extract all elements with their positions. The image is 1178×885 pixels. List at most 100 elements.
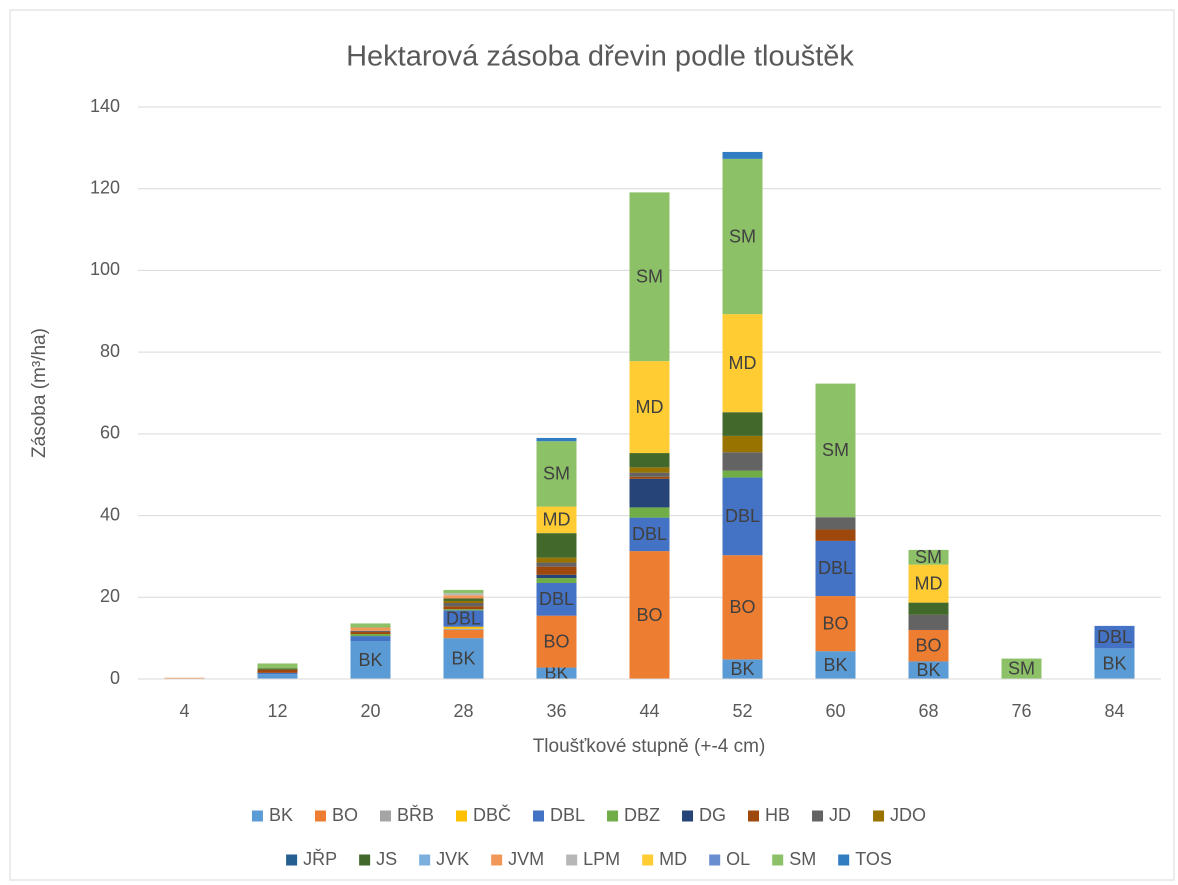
bar-segment [722,151,763,159]
data-label: MD [729,353,757,373]
bar-segment [350,636,391,642]
y-tick-label: 120 [90,177,120,197]
legend-label: BO [332,805,358,825]
x-axis-label: Tloušťkové stupně (+-4 cm) [533,736,766,757]
bar-segment [722,477,763,556]
x-tick-label: 28 [453,701,473,721]
x-tick-label: 84 [1104,701,1124,721]
legend-swatch [709,854,721,866]
bar-segment [536,578,577,583]
legend-swatch [812,810,824,822]
legend-swatch [748,810,760,822]
bar-segment [257,668,298,670]
legend-swatch [642,854,654,866]
bar-segment [350,634,391,637]
x-tick-label: 68 [918,701,938,721]
bar-segment [164,677,205,679]
bar-segment [629,478,670,508]
legend-swatch [251,810,263,822]
legend-swatch [838,854,850,866]
data-label: BO [543,631,569,651]
data-label: BK [1102,653,1126,673]
bar-segment [629,453,670,468]
data-label: BK [544,663,568,683]
data-label: DBL [725,506,760,526]
data-label: DBL [446,608,481,628]
data-label: DBL [539,589,574,609]
legend-label: BŘB [397,805,434,825]
data-label: DBL [818,558,853,578]
bar-segment [722,435,763,453]
data-label: BO [915,635,941,655]
y-tick-label: 20 [100,586,120,606]
data-label: SM [822,440,849,460]
chart-frame [9,9,1175,881]
bar-segment [629,467,670,473]
x-tick-label: 76 [1011,701,1031,721]
bar-segment [443,606,484,610]
legend-swatch [873,810,885,822]
data-label: MD [915,573,943,593]
data-label: SM [636,267,663,287]
legend-swatch [607,810,619,822]
legend-swatch [379,810,391,822]
bar-segment [257,663,298,669]
bar-segment [536,615,577,668]
data-label: SM [1008,659,1035,679]
bar-segment [815,540,856,597]
legend-swatch [456,810,467,822]
bar-segment [629,472,670,477]
bar-segment [815,651,856,679]
bar-segment [443,629,484,639]
bar-segment [257,672,298,675]
bar-segment [350,623,391,628]
legend-label: DG [699,805,726,825]
bar-segment [629,507,670,518]
legend-swatch [682,810,694,822]
legend-label: JS [376,849,397,869]
data-label: MD [636,397,664,417]
bar-segment [443,598,484,601]
legend-swatch [286,854,298,866]
bar-segment [908,629,949,662]
bar-segment [629,551,670,679]
legend-label: JDO [890,805,926,825]
bar-segment [350,641,391,679]
legend-label: DBZ [624,805,660,825]
bar-segment [536,566,577,575]
bar-segment [722,158,763,315]
bar-segment [536,557,577,563]
bar-segment [908,661,949,679]
bar-segment [257,674,298,679]
bar-segment [722,659,763,679]
bar-segment [536,533,577,558]
bar-segment [908,602,949,615]
bar-segment [350,627,391,631]
data-label: BK [358,650,382,670]
bar-segment [443,593,484,596]
legend-swatch [533,810,545,822]
legend-swatch [314,810,326,822]
data-label: BO [822,613,848,633]
legend-swatch [419,854,431,866]
y-tick-label: 80 [100,341,120,361]
bar-segment [629,192,670,362]
bar-segment [1001,658,1042,679]
legend-swatch [772,854,784,866]
bar-segment [443,638,484,679]
bar-segment [443,589,484,594]
bar-segment [815,529,856,541]
bar-segment [536,506,577,534]
legend-label: BK [269,805,293,825]
bar-segment [908,549,949,565]
chart-title: Hektarová zásoba dřevin podle tlouštěk [346,41,854,73]
x-tick-label: 12 [267,701,287,721]
bar-segment [257,669,298,673]
y-tick-label: 0 [110,668,120,688]
bar-segment [350,630,391,633]
legend-label: HB [765,805,790,825]
bar-segment [1094,625,1135,649]
data-label: BK [451,648,475,668]
legend-swatch [491,854,503,866]
bar-segment [536,582,577,616]
